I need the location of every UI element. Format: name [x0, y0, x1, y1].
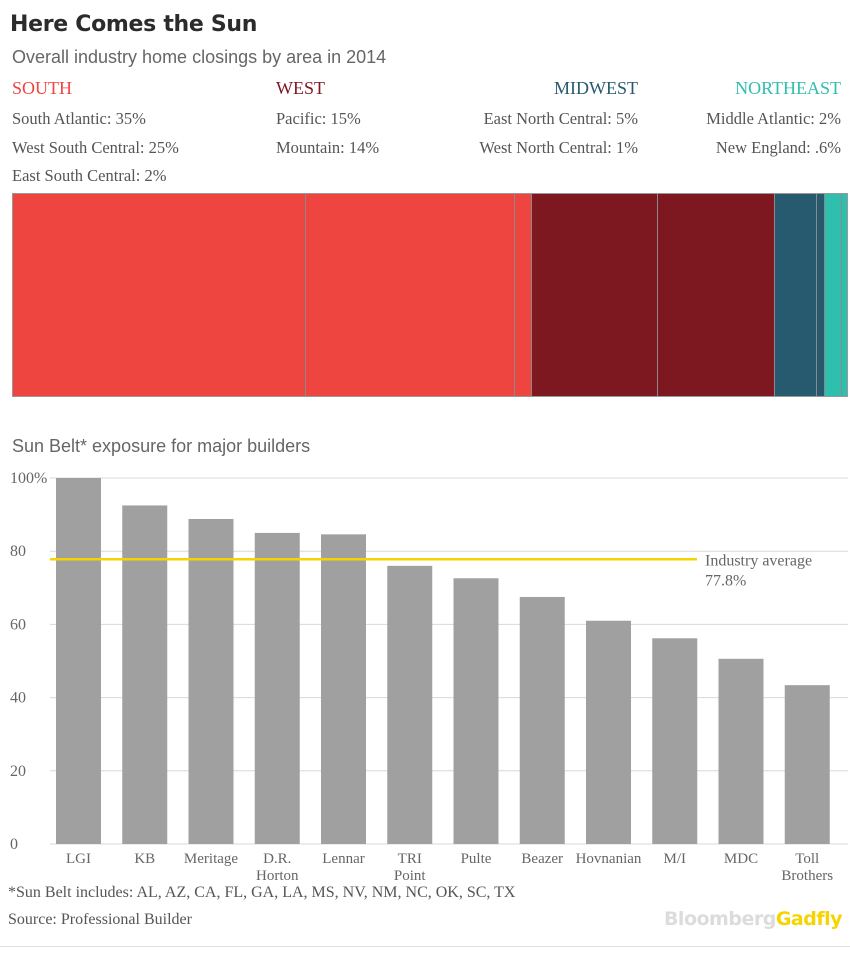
area-segment-mountain [657, 194, 775, 396]
region-northeast-heading: NORTHEAST [735, 78, 841, 98]
logo-part-1: Bloomberg [663, 908, 776, 930]
bar-toll-brothers [784, 685, 830, 844]
area-segment-middle-atlantic [825, 194, 842, 396]
region-south-heading: SOUTH [12, 78, 73, 98]
x-label-m-i: M/I [664, 851, 687, 867]
area-segment-south-atlantic [13, 194, 307, 396]
bar-m-i [652, 638, 698, 844]
footnote: *Sun Belt includes: AL, AZ, CA, FL, GA, … [8, 884, 516, 901]
bar-chart-title: Sun Belt* exposure for major builders [12, 436, 311, 456]
region-midwest-heading: MIDWEST [554, 78, 638, 98]
area-share-strip [12, 193, 848, 397]
y-tick-0: 0 [10, 836, 18, 853]
bar-pulte [453, 578, 499, 844]
region-northeast-line-2: New England: .6% [715, 138, 841, 157]
bar-lennar [321, 534, 366, 844]
y-tick-60: 60 [10, 616, 26, 633]
bar-d-r-horton [254, 532, 300, 844]
chart-title: Here Comes the Sun [10, 12, 258, 37]
region-west-heading: WEST [276, 78, 325, 98]
area-segment-pacific [532, 194, 658, 396]
area-segment-east-north-central [774, 194, 817, 396]
region-midwest-line-1: East North Central: 5% [483, 109, 638, 128]
bottom-divider [0, 946, 850, 947]
bar-beazer [519, 596, 565, 844]
region-south-line-2: West South Central: 25% [12, 138, 179, 157]
bar-kb [122, 505, 168, 844]
x-label-lgi: LGI [66, 851, 91, 867]
x-label-mdc: MDC [724, 851, 758, 867]
area-segment-east-south-central [515, 194, 533, 396]
region-west-line-1: Pacific: 15% [276, 109, 361, 128]
region-south-line-3: East South Central: 2% [12, 166, 167, 185]
x-label-kb: KB [134, 851, 155, 867]
industry-average-value: 77.8% [705, 572, 746, 589]
x-label-lennar: Lennar [322, 851, 364, 867]
bloomberg-gadfly-logo: BloombergGadfly [663, 908, 843, 930]
x-label-beazer: Beazer [521, 851, 563, 867]
bar-tri-point [387, 565, 433, 844]
chart-subtitle: Overall industry home closings by area i… [12, 47, 387, 67]
area-segment-new-england [841, 194, 847, 396]
industry-average-label: Industry average [705, 552, 812, 569]
y-tick-40: 40 [10, 690, 26, 707]
bar-hovnanian [586, 620, 631, 844]
y-tick-100: 100% [10, 470, 47, 487]
y-tick-20: 20 [10, 763, 26, 780]
bar-lgi [56, 478, 101, 844]
region-south-line-1: South Atlantic: 35% [12, 109, 146, 128]
x-label-meritage: Meritage [184, 851, 238, 867]
bar-meritage [188, 518, 234, 844]
sun-belt-bar-chart: 100% 80 60 40 20 0 LGI KB Meritage D.R. Horton Len… [10, 470, 848, 884]
x-label-d-r-horton: D.R. Horton [256, 851, 299, 884]
x-label-hovnanian: Hovnanian [576, 851, 642, 867]
x-label-toll-brothers: Toll Brothers [781, 851, 833, 884]
bar-mdc [718, 658, 764, 844]
x-label-pulte: Pulte [461, 851, 492, 867]
region-west-line-2: Mountain: 14% [276, 138, 380, 157]
source-note: Source: Professional Builder [8, 911, 192, 928]
region-northeast-line-1: Middle Atlantic: 2% [706, 109, 841, 128]
x-label-tri-point: TRI Point [394, 851, 427, 884]
logo-part-2: Gadfly [775, 908, 843, 930]
region-midwest-line-2: West North Central: 1% [479, 138, 638, 157]
y-tick-80: 80 [10, 543, 26, 560]
area-segment-west-north-central [816, 194, 826, 396]
area-segment-west-south-central [306, 194, 516, 396]
